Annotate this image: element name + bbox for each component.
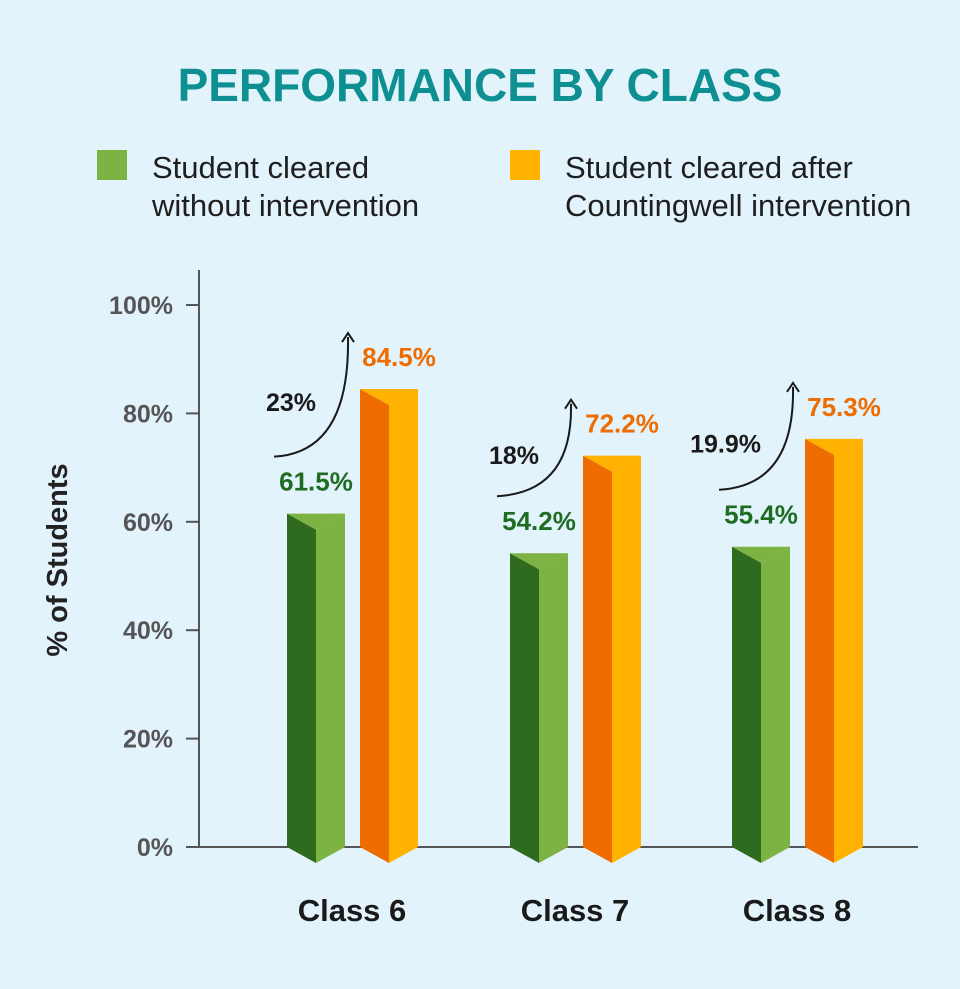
bar — [583, 455, 641, 863]
y-axis-label: % of Students — [42, 463, 74, 656]
bar-face-right — [761, 546, 790, 863]
bar-value-label: 84.5% — [362, 342, 436, 372]
y-tick-label: 40% — [123, 617, 173, 645]
y-tick-label: 60% — [123, 509, 173, 537]
bar-value-label: 61.5% — [279, 467, 353, 497]
legend-swatch-after-intervention — [510, 150, 540, 180]
increase-label: 23% — [266, 389, 316, 417]
bar-value-label: 75.3% — [807, 392, 881, 422]
increase-arrowhead — [786, 381, 800, 393]
bar-top — [583, 455, 641, 472]
y-tick-label: 20% — [123, 726, 173, 754]
bar-top — [287, 513, 345, 530]
bar-top — [805, 438, 863, 455]
bar — [805, 438, 863, 863]
y-tick-label: 100% — [109, 292, 173, 320]
bar-face-left — [510, 553, 539, 863]
legend-label-after-intervention: Student cleared after Countingwell inter… — [565, 150, 911, 223]
bar-top — [732, 546, 790, 563]
legend: Student cleared without intervention Stu… — [97, 150, 911, 223]
increase-arrow — [718, 386, 795, 491]
legend-label-without-intervention: Student cleared without intervention — [151, 150, 419, 223]
bar-top — [510, 553, 568, 570]
bar-value-label: 54.2% — [502, 506, 576, 536]
bar-face-left — [583, 455, 612, 863]
increase-arrowhead — [564, 397, 578, 410]
bar-top — [360, 389, 418, 406]
category-label: Class 8 — [743, 893, 852, 928]
bar-face-right — [834, 438, 863, 863]
category-label: Class 7 — [521, 893, 630, 928]
y-tick-label: 0% — [137, 834, 173, 862]
legend-swatch-without-intervention — [97, 150, 127, 180]
axes: 0% 20% 40% 60% 80% 100% — [109, 270, 918, 862]
bar-face-right — [316, 513, 345, 863]
bar — [732, 546, 790, 863]
bar-face-right — [612, 455, 641, 863]
bar — [360, 389, 418, 863]
bar-face-left — [287, 513, 316, 863]
bars — [287, 389, 863, 863]
increase-label: 18% — [489, 442, 539, 470]
bar — [287, 513, 345, 863]
data-labels: Class 6 61.5% 84.5% 23% Class 7 54.2% 72.2% 18%… — [266, 331, 881, 928]
bar-value-label: 55.4% — [724, 500, 798, 530]
increase-label: 19.9% — [690, 430, 761, 458]
increase-arrowhead — [341, 331, 355, 343]
y-tick-label: 80% — [123, 400, 173, 428]
bar — [510, 553, 568, 863]
chart-title: PERFORMANCE BY CLASS — [178, 59, 783, 111]
bar-face-left — [732, 546, 761, 863]
category-label: Class 6 — [298, 893, 407, 928]
bar-value-label: 72.2% — [585, 409, 659, 439]
bar-face-left — [360, 389, 389, 863]
bar-face-left — [805, 438, 834, 863]
increase-arrow — [496, 403, 573, 498]
increase-arrow — [273, 336, 350, 458]
bar-face-right — [539, 553, 568, 863]
bar-face-right — [389, 389, 418, 863]
